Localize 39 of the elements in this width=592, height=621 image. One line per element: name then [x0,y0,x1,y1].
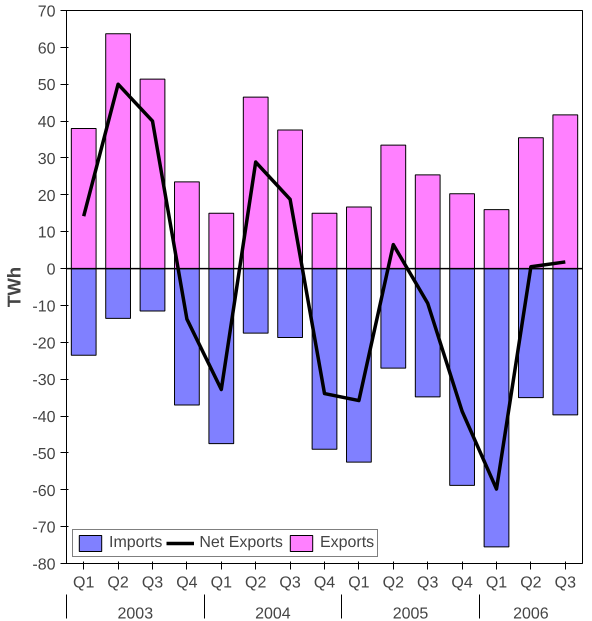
y-tick-label: 40 [38,114,56,132]
legend-label: Exports [320,534,374,552]
text: 2004 [255,606,291,621]
y-tick-label: 50 [38,77,56,94]
y-tick-label: -50 [32,446,56,463]
x-tick-label: Q2 [382,574,404,592]
y-tick-label: 10 [38,224,56,242]
text: 2005 [392,606,428,621]
y-tick-label: 70 [38,4,56,20]
x-tick-label: Q1 [486,574,508,592]
legend-label: Imports [109,534,162,552]
y-tick-label: -40 [32,409,56,426]
y-tick-label: -30 [32,372,56,390]
y-tick-label: -20 [32,335,56,352]
x-tick-label: Q3 [417,574,438,592]
y-tick-label: 0 [46,262,56,279]
x-tick-label: Q1 [348,574,370,592]
x-tick-label: Q1 [73,574,94,592]
text: 2003 [118,606,154,621]
text: 2006 [513,606,549,621]
legend-label: Net Exports [199,534,283,552]
y-tick-label: -70 [32,520,56,537]
x-tick-label: Q3 [554,574,576,592]
x-tick-label: Q2 [520,574,542,592]
y-axis-title: TWh [3,266,24,308]
y-tick-label: -60 [32,482,56,500]
y-tick-label: -10 [32,298,56,316]
y-tick-label: 30 [38,150,56,168]
y-tick-label: 60 [38,40,56,58]
x-tick-label: Q4 [451,574,473,592]
y-tick-label: -80 [32,556,56,574]
x-tick-label: Q3 [142,574,164,592]
x-tick-label: Q4 [176,574,198,592]
x-tick-label: Q1 [210,574,232,592]
x-tick-label: Q2 [245,574,266,592]
x-tick-label: Q2 [107,574,129,592]
y-tick-label: 20 [38,188,56,205]
x-tick-label: Q3 [279,574,301,592]
x-tick-label: Q4 [314,574,336,592]
